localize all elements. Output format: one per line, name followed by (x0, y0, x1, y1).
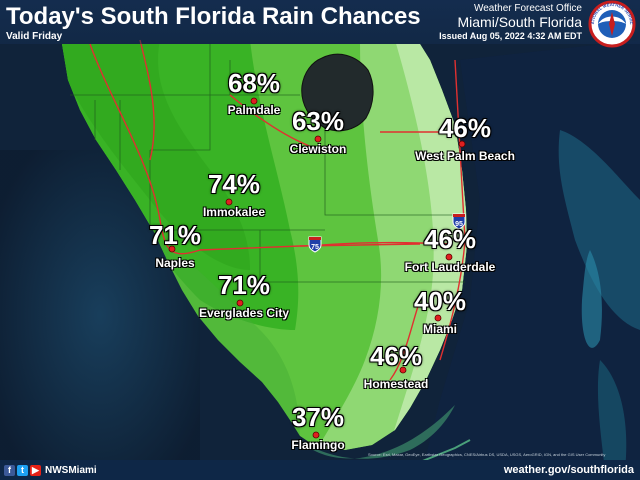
city-label-naples: 71% Naples (149, 222, 201, 270)
youtube-icon[interactable]: ▶ (30, 464, 41, 476)
footer-bar: f t ▶ NWSMiami weather.gov/southflorida (0, 460, 640, 480)
city-dot-homestead (399, 366, 407, 374)
city-label-flamingo: 37% Flamingo (291, 404, 344, 452)
office-label: Weather Forecast Office (473, 3, 582, 14)
city-label-immokalee: 74% Immokalee (203, 171, 265, 219)
city-name: Fort Lauderdale (404, 260, 496, 274)
city-label-west-palm-beach: 46% West Palm Beach (415, 115, 515, 163)
svg-text:95: 95 (455, 221, 463, 228)
rain-chance-value: 46% (438, 113, 492, 143)
city-name: Homestead (363, 377, 429, 391)
city-label-palmdale: 68% Palmdale (228, 70, 281, 117)
interstate-shield-icon: 95 (452, 213, 466, 230)
rain-chance-value: 71% (217, 270, 271, 300)
facebook-icon[interactable]: f (4, 464, 15, 476)
rain-chance-value: 40% (413, 286, 467, 316)
nws-logo-icon: NATIONAL WEATHER SERVICE (588, 0, 636, 48)
city-name: Miami (422, 322, 458, 336)
header-bar: Today's South Florida Rain Chances Valid… (0, 0, 640, 44)
social-links: f t ▶ NWSMiami (4, 464, 97, 476)
valid-day: Valid Friday (6, 31, 63, 42)
city-dot-west-palm-beach (458, 140, 466, 148)
twitter-icon[interactable]: t (17, 464, 28, 476)
city-dot-fort-lauderdale (445, 253, 453, 261)
city-dot-miami (434, 314, 442, 322)
svg-text:75: 75 (311, 244, 319, 251)
page-title: Today's South Florida Rain Chances (6, 3, 421, 30)
city-name: Palmdale (227, 103, 281, 117)
issued-timestamp: Issued Aug 05, 2022 4:32 AM EDT (439, 31, 582, 41)
website-link[interactable]: weather.gov/southflorida (503, 464, 634, 476)
city-label-fort-lauderdale: 46% Fort Lauderdale (405, 226, 496, 274)
city-dot-immokalee (225, 198, 233, 206)
map-credit: Source: Esri, Maxar, GeoEye, Earthstar G… (368, 452, 606, 457)
rain-chance-value: 46% (369, 341, 423, 371)
city-name: West Palm Beach (415, 149, 515, 163)
city-name: Immokalee (202, 205, 266, 219)
rain-chance-value: 46% (423, 224, 477, 254)
interstate-shield-icon: 75 (308, 236, 322, 253)
city-dot-palmdale (250, 97, 258, 105)
cuba-bank (597, 360, 627, 470)
city-markers (168, 97, 466, 439)
lake-okeechobee (301, 53, 374, 132)
city-name: Everglades City (198, 306, 290, 320)
city-dot-everglades-city (236, 299, 244, 307)
city-dot-clewiston (314, 135, 322, 143)
city-dot-naples (168, 245, 176, 253)
florida-bay (300, 405, 455, 459)
andros-island (581, 250, 602, 348)
office-name: Miami/South Florida (457, 14, 583, 30)
city-label-everglades-city: 71% Everglades City (199, 272, 289, 320)
rain-chance-value: 71% (148, 220, 202, 250)
rain-chance-value: 68% (227, 68, 281, 98)
city-label-miami: 40% Miami (414, 288, 466, 336)
highway-network (89, 39, 466, 381)
social-handle[interactable]: NWSMiami (45, 464, 97, 476)
city-dot-flamingo (312, 431, 320, 439)
rain-chance-value: 63% (291, 106, 345, 136)
city-name: Flamingo (291, 438, 345, 452)
city-name: Clewiston (289, 142, 347, 156)
rain-chance-value: 74% (207, 169, 261, 199)
rain-chance-value: 37% (291, 402, 345, 432)
city-name: Naples (155, 256, 195, 270)
city-label-homestead: 46% Homestead (364, 343, 429, 391)
bahamas-bank (558, 130, 640, 330)
city-label-clewiston: 63% Clewiston (290, 108, 347, 156)
